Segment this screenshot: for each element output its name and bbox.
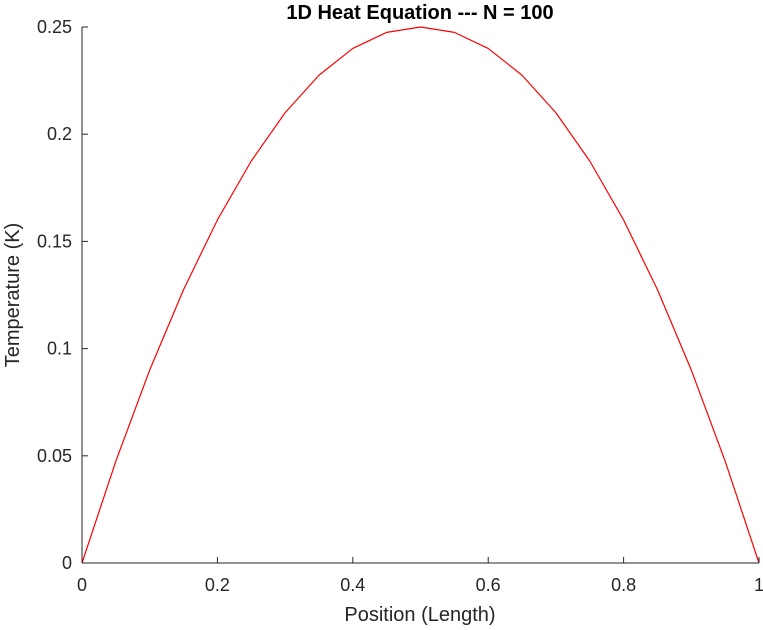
x-tick-label: 1 — [754, 575, 763, 595]
y-tick-label: 0 — [62, 553, 72, 573]
plot-area — [82, 27, 759, 563]
x-tick-label: 0 — [77, 575, 87, 595]
y-axis-title: Temperature (K) — [2, 223, 24, 368]
x-tick-label: 0.4 — [340, 575, 365, 595]
x-tick-label: 0.2 — [205, 575, 230, 595]
x-tick-label: 0.6 — [476, 575, 501, 595]
y-tick-label: 0.25 — [37, 17, 72, 37]
y-tick-label: 0.15 — [37, 231, 72, 251]
x-tick-label: 0.8 — [611, 575, 636, 595]
series-layer — [81, 26, 760, 564]
y-tick-label: 0.1 — [47, 339, 72, 359]
axes-background — [82, 27, 759, 563]
y-tick-label: 0.05 — [37, 446, 72, 466]
y-ticks: 0 0.05 0.1 0.15 0.2 0.25 — [37, 17, 88, 573]
axis-layer — [81, 27, 759, 564]
chart-title: 1D Heat Equation --- N = 100 — [286, 2, 553, 24]
series-line-0 — [81, 26, 760, 564]
x-ticks: 0 0.2 0.4 0.6 0.8 1 — [77, 557, 763, 595]
y-tick-label: 0.2 — [47, 124, 72, 144]
x-axis-title: Position (Length) — [344, 604, 495, 626]
